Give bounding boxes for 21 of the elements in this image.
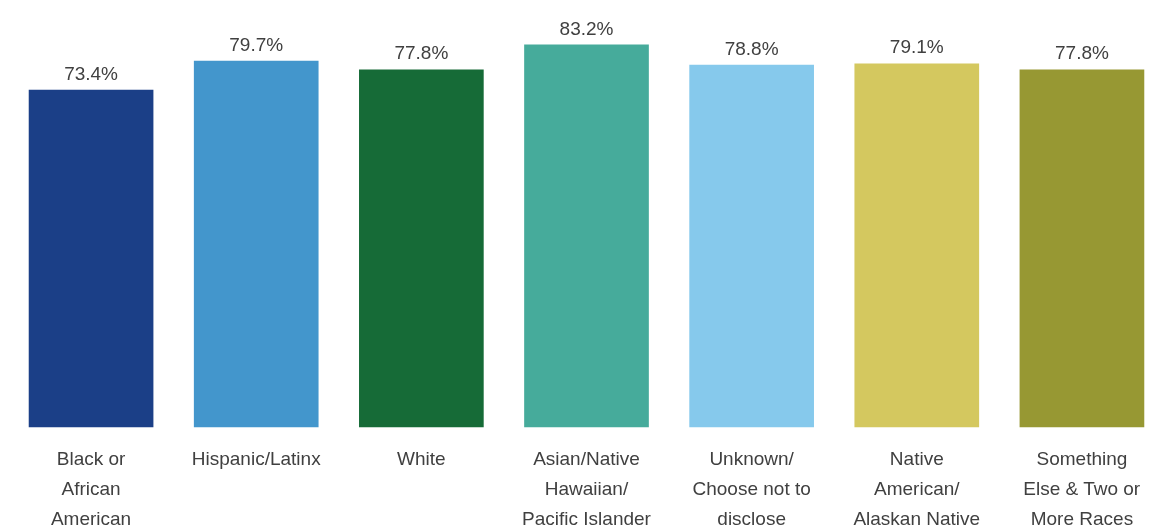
x-tick-label: Something Else & Two or More Races: [1023, 447, 1141, 530]
x-tick-label: Asian/Native Hawaiian/ Pacific Islander: [522, 447, 652, 530]
data-label: 73.4%: [64, 62, 119, 84]
data-label: 77.8%: [394, 42, 449, 64]
data-label: 83.2%: [559, 17, 614, 39]
data-label: 78.8%: [724, 37, 779, 59]
data-label: 79.1%: [889, 36, 944, 58]
bar: [1019, 69, 1145, 428]
x-tick-label: Hispanic/Latinx: [191, 447, 322, 469]
x-tick-label: White: [397, 447, 446, 469]
bar: [854, 63, 980, 428]
bar: [359, 69, 484, 428]
x-tick-label: Native American/ Alaskan Native: [853, 447, 981, 530]
x-tick-label: Black or African American: [50, 447, 132, 530]
bar: [28, 89, 154, 428]
x-tick-label: Unknown/ Choose not to disclose: [692, 447, 811, 530]
bar: [193, 60, 319, 428]
data-label: 79.7%: [229, 33, 284, 55]
data-label: 77.8%: [1054, 42, 1109, 64]
bar: [689, 64, 814, 428]
bar: [524, 44, 649, 428]
